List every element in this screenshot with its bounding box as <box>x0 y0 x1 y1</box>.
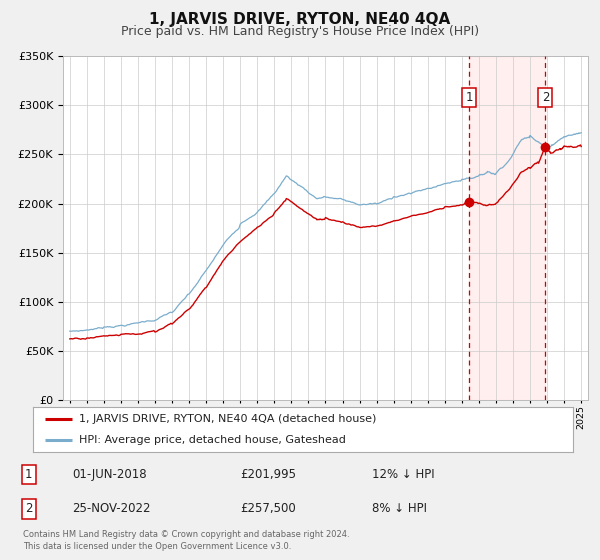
Text: £201,995: £201,995 <box>240 468 296 481</box>
Text: 1, JARVIS DRIVE, RYTON, NE40 4QA (detached house): 1, JARVIS DRIVE, RYTON, NE40 4QA (detach… <box>79 414 376 424</box>
Text: 25-NOV-2022: 25-NOV-2022 <box>72 502 151 515</box>
Text: 1: 1 <box>465 91 473 104</box>
Text: Price paid vs. HM Land Registry's House Price Index (HPI): Price paid vs. HM Land Registry's House … <box>121 25 479 38</box>
Text: 2: 2 <box>542 91 549 104</box>
Text: 01-JUN-2018: 01-JUN-2018 <box>72 468 146 481</box>
Bar <box>469 56 545 400</box>
Text: HPI: Average price, detached house, Gateshead: HPI: Average price, detached house, Gate… <box>79 435 346 445</box>
Text: 1: 1 <box>25 468 32 481</box>
Text: This data is licensed under the Open Government Licence v3.0.: This data is licensed under the Open Gov… <box>23 542 291 550</box>
Text: 8% ↓ HPI: 8% ↓ HPI <box>372 502 427 515</box>
Text: £257,500: £257,500 <box>240 502 296 515</box>
Text: Contains HM Land Registry data © Crown copyright and database right 2024.: Contains HM Land Registry data © Crown c… <box>23 530 349 539</box>
Text: 12% ↓ HPI: 12% ↓ HPI <box>372 468 434 481</box>
Text: 2: 2 <box>25 502 32 515</box>
Text: 1, JARVIS DRIVE, RYTON, NE40 4QA: 1, JARVIS DRIVE, RYTON, NE40 4QA <box>149 12 451 27</box>
